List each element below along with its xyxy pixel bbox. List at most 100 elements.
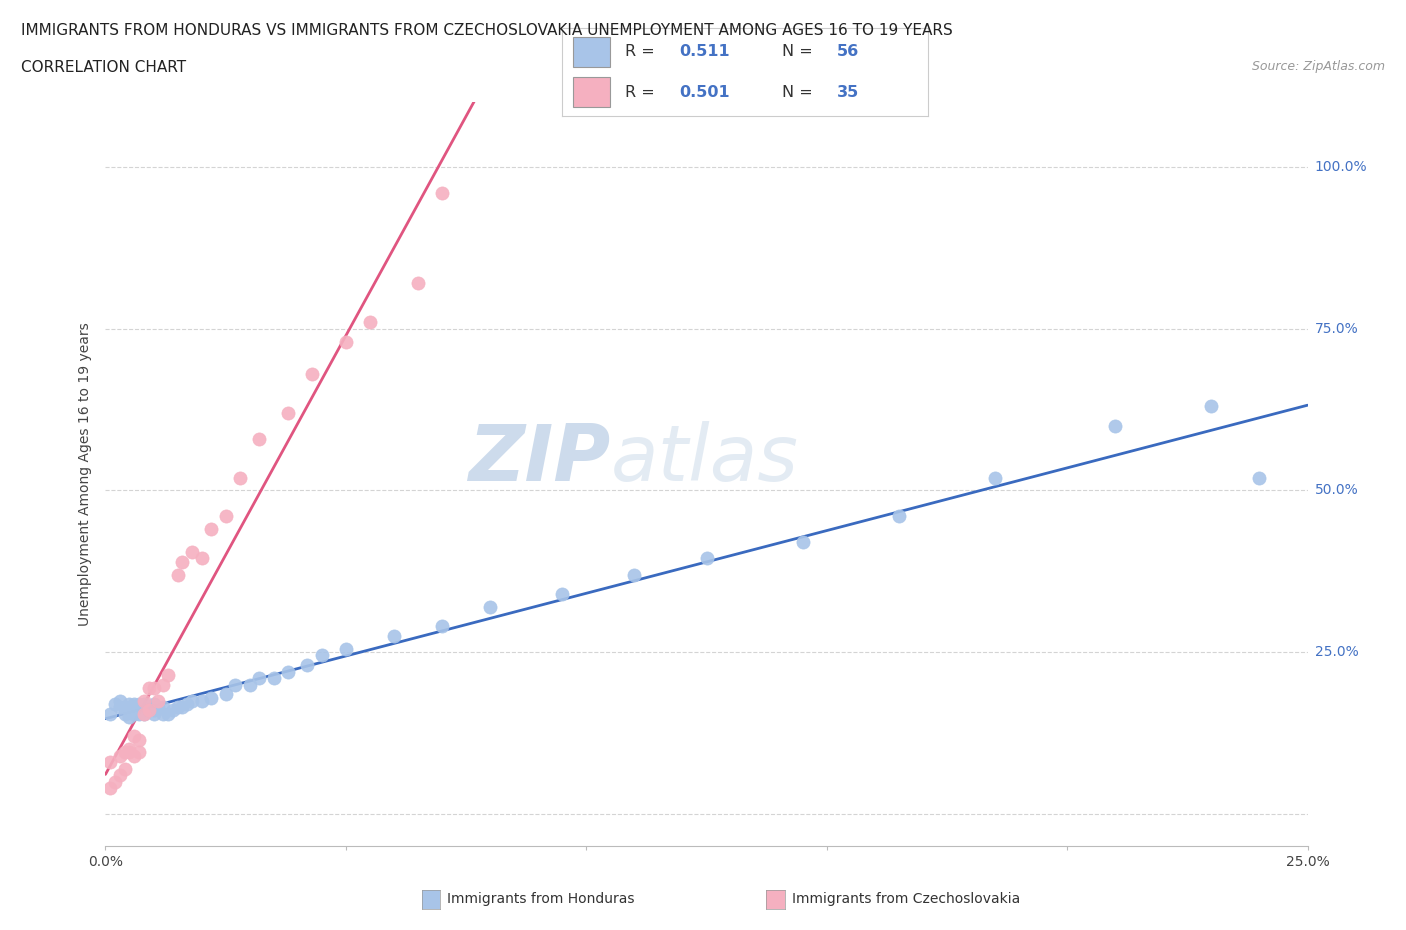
Point <box>214 687 236 702</box>
Text: 35: 35 <box>837 85 859 100</box>
Point <box>124 749 146 764</box>
Point <box>108 749 131 764</box>
Point <box>152 699 174 714</box>
Point <box>114 745 136 760</box>
Point <box>623 567 645 582</box>
Point <box>176 697 198 711</box>
Point <box>128 699 150 714</box>
Point <box>172 699 194 714</box>
Point <box>382 629 405 644</box>
Point <box>335 334 357 349</box>
Point <box>887 509 910 524</box>
Point <box>1201 399 1223 414</box>
Point <box>118 745 141 760</box>
Point <box>132 706 155 721</box>
Point <box>132 703 155 718</box>
Point <box>118 697 141 711</box>
Point <box>984 470 1007 485</box>
Point <box>124 697 146 711</box>
Point <box>181 544 204 559</box>
Point <box>263 671 285 685</box>
Point <box>152 677 174 692</box>
Point <box>277 664 299 679</box>
Text: N =: N = <box>782 85 818 100</box>
Point <box>114 699 136 714</box>
Point <box>98 755 121 770</box>
Point <box>430 185 453 200</box>
Text: CORRELATION CHART: CORRELATION CHART <box>21 60 186 75</box>
Point <box>128 706 150 721</box>
FancyBboxPatch shape <box>574 77 610 108</box>
Point <box>108 767 131 782</box>
Point <box>142 681 165 696</box>
Point <box>301 366 323 381</box>
Text: 100.0%: 100.0% <box>1315 160 1367 174</box>
Point <box>148 693 170 708</box>
Point <box>190 551 212 565</box>
Point <box>335 642 357 657</box>
Point <box>479 600 502 615</box>
Point <box>118 742 141 757</box>
Point <box>108 693 131 708</box>
Point <box>142 697 165 711</box>
Point <box>132 697 155 711</box>
Text: 56: 56 <box>837 45 859 60</box>
Point <box>132 693 155 708</box>
Point <box>138 699 160 714</box>
Point <box>132 706 155 721</box>
Text: Immigrants from Honduras: Immigrants from Honduras <box>447 892 634 907</box>
Point <box>200 522 222 537</box>
Point <box>124 706 146 721</box>
Text: atlas: atlas <box>610 421 799 498</box>
Point <box>166 567 188 582</box>
Point <box>114 762 136 777</box>
Text: Immigrants from Czechoslovakia: Immigrants from Czechoslovakia <box>792 892 1019 907</box>
Point <box>124 729 146 744</box>
Text: 0.511: 0.511 <box>679 45 730 60</box>
Point <box>138 703 160 718</box>
Point <box>128 703 150 718</box>
Point <box>98 780 121 795</box>
Text: 0.501: 0.501 <box>679 85 730 100</box>
Point <box>166 699 188 714</box>
Point <box>152 706 174 721</box>
Point <box>142 703 165 718</box>
Point <box>696 551 718 565</box>
Point <box>128 732 150 747</box>
Point <box>156 668 179 683</box>
Point <box>229 470 252 485</box>
Point <box>156 706 179 721</box>
Point <box>172 554 194 569</box>
Point <box>200 690 222 705</box>
Point <box>311 648 333 663</box>
Point <box>1249 470 1271 485</box>
Point <box>104 774 127 789</box>
Point <box>551 587 574 602</box>
Point <box>239 677 262 692</box>
Point <box>148 699 170 714</box>
Point <box>138 703 160 718</box>
Point <box>138 681 160 696</box>
Point <box>1104 418 1126 433</box>
Text: 25.0%: 25.0% <box>1315 645 1358 659</box>
Point <box>190 693 212 708</box>
Point <box>118 710 141 724</box>
Point <box>98 706 121 721</box>
Point <box>277 405 299 420</box>
Point <box>104 697 127 711</box>
Text: 75.0%: 75.0% <box>1315 322 1358 336</box>
Text: 50.0%: 50.0% <box>1315 484 1358 498</box>
Text: N =: N = <box>782 45 818 60</box>
Point <box>128 745 150 760</box>
FancyBboxPatch shape <box>574 37 610 67</box>
Text: R =: R = <box>624 45 659 60</box>
Point <box>128 697 150 711</box>
Point <box>214 509 236 524</box>
Point <box>792 535 814 550</box>
Point <box>247 671 270 685</box>
Point <box>142 706 165 721</box>
Point <box>297 658 319 672</box>
Text: ZIP: ZIP <box>468 421 610 498</box>
Point <box>118 703 141 718</box>
Point <box>247 432 270 446</box>
